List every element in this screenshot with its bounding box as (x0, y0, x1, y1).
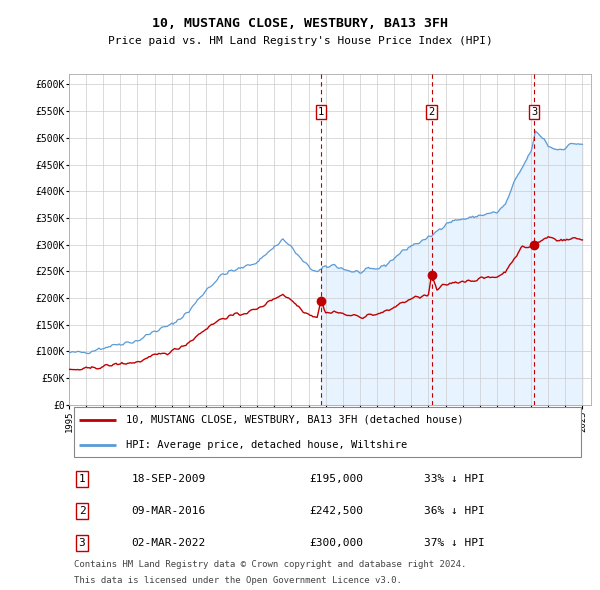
Text: £195,000: £195,000 (309, 474, 363, 484)
Text: Contains HM Land Registry data © Crown copyright and database right 2024.: Contains HM Land Registry data © Crown c… (74, 560, 467, 569)
Text: 10, MUSTANG CLOSE, WESTBURY, BA13 3FH (detached house): 10, MUSTANG CLOSE, WESTBURY, BA13 3FH (d… (127, 415, 464, 425)
Text: 36% ↓ HPI: 36% ↓ HPI (424, 506, 485, 516)
Text: 3: 3 (531, 107, 537, 117)
Text: 10, MUSTANG CLOSE, WESTBURY, BA13 3FH: 10, MUSTANG CLOSE, WESTBURY, BA13 3FH (152, 17, 448, 30)
Text: £300,000: £300,000 (309, 538, 363, 548)
Text: 2: 2 (79, 506, 85, 516)
Text: 2: 2 (428, 107, 435, 117)
Text: 09-MAR-2016: 09-MAR-2016 (131, 506, 206, 516)
FancyBboxPatch shape (74, 407, 581, 457)
Text: £242,500: £242,500 (309, 506, 363, 516)
Text: 02-MAR-2022: 02-MAR-2022 (131, 538, 206, 548)
Text: 33% ↓ HPI: 33% ↓ HPI (424, 474, 485, 484)
Text: 18-SEP-2009: 18-SEP-2009 (131, 474, 206, 484)
Text: This data is licensed under the Open Government Licence v3.0.: This data is licensed under the Open Gov… (74, 575, 402, 585)
Text: HPI: Average price, detached house, Wiltshire: HPI: Average price, detached house, Wilt… (127, 440, 407, 450)
Text: 37% ↓ HPI: 37% ↓ HPI (424, 538, 485, 548)
Text: 1: 1 (79, 474, 85, 484)
Text: Price paid vs. HM Land Registry's House Price Index (HPI): Price paid vs. HM Land Registry's House … (107, 37, 493, 46)
Text: 1: 1 (318, 107, 324, 117)
Text: 3: 3 (79, 538, 85, 548)
